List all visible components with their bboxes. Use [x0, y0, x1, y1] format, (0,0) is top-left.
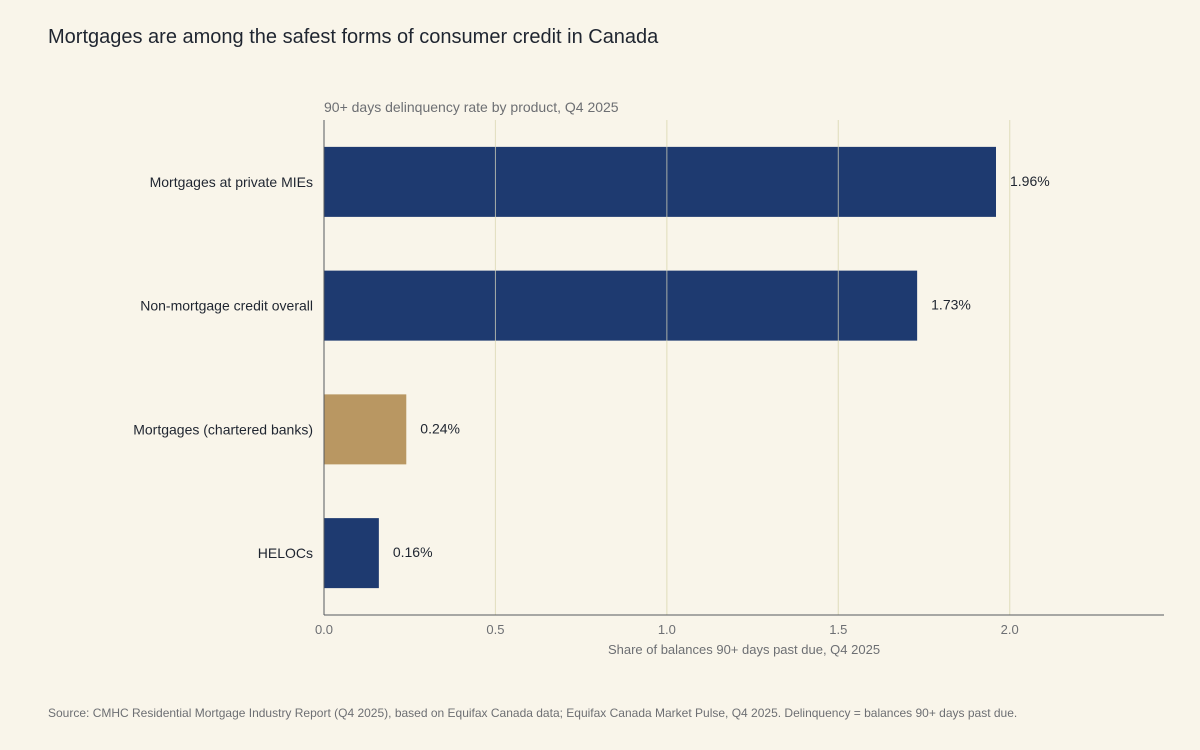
x-tick-label-1: 0.5	[486, 622, 504, 637]
category-label-3: HELOCs	[258, 545, 313, 561]
bar-1	[324, 270, 918, 341]
bar-3	[324, 518, 379, 589]
x-tick-label-2: 1.0	[658, 622, 676, 637]
value-label-1: 1.73%	[931, 297, 971, 313]
x-tick-label-3: 1.5	[829, 622, 847, 637]
category-label-0: Mortgages at private MIEs	[150, 174, 313, 190]
value-label-3: 0.16%	[393, 544, 433, 560]
value-label-2: 0.24%	[420, 420, 460, 436]
category-label-2: Mortgages (chartered banks)	[133, 421, 313, 437]
chart-title: Mortgages are among the safest forms of …	[48, 26, 659, 48]
bar-0	[324, 146, 996, 217]
value-label-0: 1.96%	[1010, 173, 1050, 189]
source-note: Source: CMHC Residential Mortgage Indust…	[48, 706, 1018, 720]
x-tick-label-4: 2.0	[1001, 622, 1019, 637]
x-tick-label-0: 0.0	[315, 622, 333, 637]
category-label-1: Non-mortgage credit overall	[140, 298, 313, 314]
chart-subtitle: 90+ days delinquency rate by product, Q4…	[324, 99, 619, 115]
bar-2	[324, 394, 407, 465]
x-axis-label: Share of balances 90+ days past due, Q4 …	[608, 642, 880, 657]
